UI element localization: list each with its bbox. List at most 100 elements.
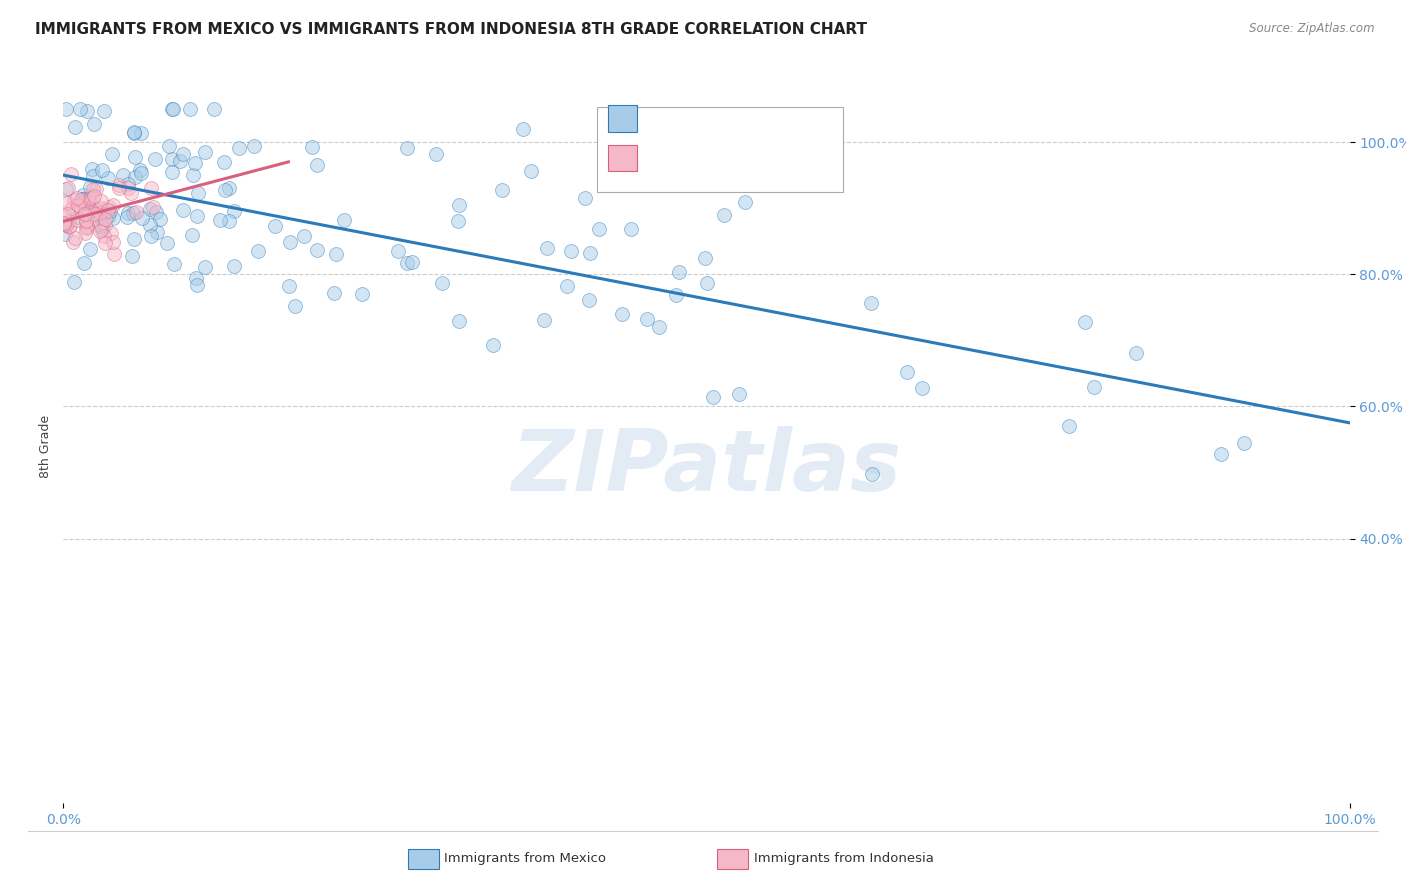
Point	[183, 168, 205, 182]
Point	[1233, 436, 1256, 450]
Point	[94, 236, 117, 251]
Point	[76, 219, 98, 233]
Point	[82, 190, 104, 204]
Point	[218, 214, 240, 228]
Point	[449, 197, 471, 211]
Point	[67, 198, 90, 212]
Point	[73, 196, 96, 211]
Text: 0.322: 0.322	[682, 151, 725, 165]
Point	[117, 177, 139, 191]
Point	[79, 242, 101, 256]
Text: 139: 139	[786, 112, 813, 126]
Point	[172, 147, 194, 161]
Point	[162, 152, 184, 166]
Point	[214, 155, 236, 169]
Point	[145, 204, 167, 219]
Point	[754, 152, 776, 166]
Point	[491, 183, 513, 197]
Point	[896, 365, 918, 379]
Point	[301, 140, 323, 154]
Point	[696, 276, 718, 290]
Text: N =: N =	[738, 112, 778, 126]
Point	[122, 126, 145, 140]
Point	[77, 195, 100, 210]
Point	[73, 226, 96, 240]
Point	[636, 311, 658, 326]
Point	[1057, 418, 1080, 433]
Point	[142, 200, 165, 214]
Point	[139, 228, 162, 243]
Point	[1125, 346, 1147, 360]
Point	[89, 205, 111, 219]
Point	[93, 229, 115, 244]
Point	[1074, 316, 1097, 330]
Point	[187, 186, 209, 200]
Point	[695, 251, 717, 265]
Point	[103, 197, 125, 211]
Point	[574, 191, 596, 205]
Point	[55, 219, 77, 233]
Point	[396, 141, 419, 155]
Point	[55, 102, 77, 116]
Point	[59, 219, 82, 234]
Point	[53, 227, 76, 241]
Point	[72, 188, 94, 202]
Point	[214, 183, 236, 197]
Point	[578, 293, 600, 307]
Point	[75, 219, 97, 234]
Text: -0.538: -0.538	[682, 112, 725, 126]
Point	[425, 147, 447, 161]
Point	[202, 102, 225, 116]
Point	[129, 166, 152, 180]
Point	[120, 186, 142, 200]
Point	[79, 192, 101, 206]
Point	[66, 213, 89, 227]
Point	[911, 381, 934, 395]
Point	[62, 193, 84, 207]
Point	[734, 195, 756, 210]
Point	[332, 213, 354, 227]
Point	[169, 154, 191, 169]
Point	[160, 165, 183, 179]
Point	[58, 180, 80, 194]
Point	[163, 257, 186, 271]
Point	[619, 222, 641, 236]
Point	[307, 158, 329, 172]
Point	[69, 102, 91, 116]
Point	[58, 207, 80, 221]
Point	[89, 224, 111, 238]
Point	[86, 182, 108, 196]
Point	[94, 218, 117, 232]
Point	[264, 219, 287, 234]
Point	[648, 320, 671, 334]
Text: IMMIGRANTS FROM MEXICO VS IMMIGRANTS FROM INDONESIA 8TH GRADE CORRELATION CHART: IMMIGRANTS FROM MEXICO VS IMMIGRANTS FRO…	[35, 22, 868, 37]
Point	[352, 287, 374, 301]
Point	[181, 227, 204, 242]
Point	[1083, 380, 1105, 394]
Point	[72, 192, 94, 206]
Text: Immigrants from Mexico: Immigrants from Mexico	[444, 852, 606, 864]
Y-axis label: 8th Grade: 8th Grade	[39, 415, 52, 477]
Point	[242, 139, 264, 153]
Point	[292, 229, 315, 244]
Point	[79, 180, 101, 194]
Point	[278, 279, 301, 293]
Point	[395, 255, 418, 269]
Point	[90, 219, 112, 233]
Point	[101, 235, 124, 249]
Point	[117, 206, 139, 220]
Point	[278, 235, 301, 249]
Point	[172, 203, 194, 218]
Point	[224, 259, 246, 273]
Point	[481, 338, 503, 352]
Point	[305, 243, 328, 257]
Point	[62, 235, 84, 249]
Point	[143, 152, 166, 166]
Text: Immigrants from Indonesia: Immigrants from Indonesia	[754, 852, 934, 864]
Point	[246, 244, 269, 259]
Point	[91, 223, 114, 237]
Point	[860, 296, 883, 310]
Point	[533, 313, 555, 327]
Point	[97, 202, 120, 217]
Point	[860, 467, 883, 482]
